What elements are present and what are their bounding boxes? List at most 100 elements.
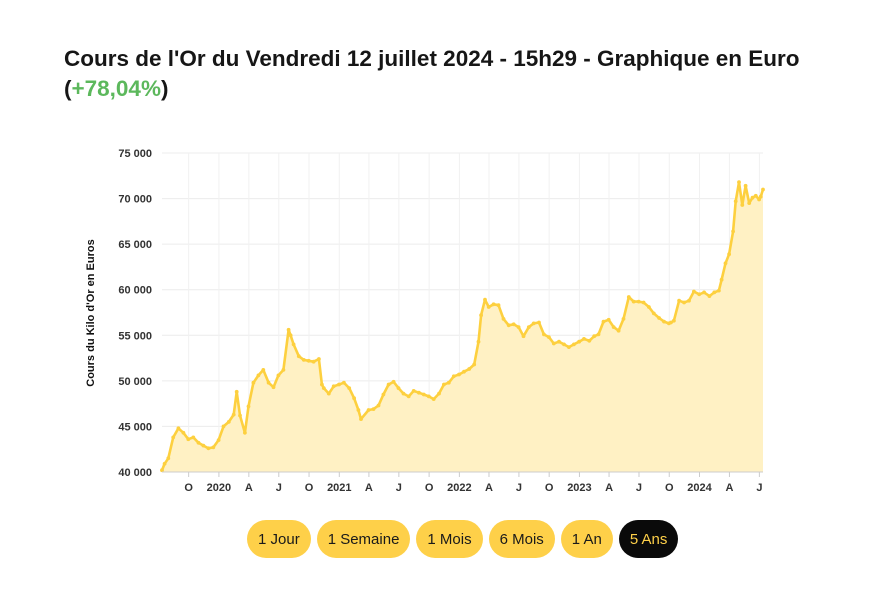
data-point xyxy=(160,468,164,473)
data-point xyxy=(386,382,391,387)
data-point xyxy=(476,339,481,344)
x-tick-label: J xyxy=(516,482,522,494)
data-point xyxy=(226,420,231,424)
data-point xyxy=(592,334,597,339)
data-point xyxy=(483,297,487,302)
data-point xyxy=(501,317,506,321)
data-point xyxy=(246,404,251,409)
data-point xyxy=(162,461,167,466)
data-point xyxy=(472,362,477,367)
data-point xyxy=(211,445,216,450)
range-1-day-button[interactable]: 1 Jour xyxy=(247,520,311,558)
data-point xyxy=(337,382,341,387)
data-point xyxy=(582,337,586,341)
data-point xyxy=(371,407,376,411)
x-tick-label: A xyxy=(365,482,373,494)
open-paren: ( xyxy=(64,76,72,101)
data-point xyxy=(531,321,536,326)
data-point xyxy=(326,391,331,396)
data-point xyxy=(451,374,456,379)
data-point xyxy=(196,440,201,445)
data-point xyxy=(171,435,176,440)
data-point xyxy=(753,193,758,198)
data-point xyxy=(320,382,324,387)
y-tick-label: 45 000 xyxy=(118,421,152,433)
data-point xyxy=(166,456,171,461)
data-point xyxy=(743,183,748,188)
data-point xyxy=(733,199,738,204)
data-point xyxy=(491,302,496,307)
x-tick-label: 2020 xyxy=(207,482,231,494)
data-point xyxy=(421,392,426,397)
data-point xyxy=(191,435,196,440)
data-point xyxy=(467,367,472,371)
data-point xyxy=(266,380,271,385)
data-point xyxy=(366,408,371,412)
data-point xyxy=(356,408,361,412)
range-5-years-button[interactable]: 5 Ans xyxy=(618,520,679,558)
data-point xyxy=(626,295,631,299)
data-point xyxy=(406,394,411,399)
data-point xyxy=(516,325,521,329)
x-tick-label: J xyxy=(756,482,762,494)
title-text: Cours de l'Or du Vendredi 12 juillet 202… xyxy=(64,46,800,71)
data-point xyxy=(596,332,601,337)
x-tick-label: O xyxy=(665,482,674,494)
data-point xyxy=(486,305,491,309)
range-1-year-button[interactable]: 1 An xyxy=(560,520,613,558)
data-point xyxy=(727,252,731,257)
range-6-months-button[interactable]: 6 Mois xyxy=(488,520,555,558)
x-tick-label: A xyxy=(245,482,253,494)
data-point xyxy=(286,327,291,332)
data-point xyxy=(758,194,763,199)
x-tick-label: A xyxy=(485,482,493,494)
data-point xyxy=(446,380,451,385)
data-point xyxy=(737,180,741,185)
data-point xyxy=(296,354,301,359)
range-1-month-button[interactable]: 1 Mois xyxy=(416,520,483,558)
x-tick-label: 2021 xyxy=(327,482,351,494)
data-point xyxy=(601,319,606,324)
range-1-week-button[interactable]: 1 Semaine xyxy=(316,520,411,558)
x-tick-label: A xyxy=(725,482,733,494)
data-point xyxy=(587,338,592,343)
data-point xyxy=(636,299,641,304)
data-point xyxy=(657,316,661,320)
data-point xyxy=(238,413,242,418)
data-point xyxy=(496,303,501,308)
data-point xyxy=(682,300,686,305)
data-point xyxy=(417,390,421,395)
data-point xyxy=(457,372,461,377)
y-tick-label: 60 000 xyxy=(118,285,152,297)
data-point xyxy=(352,396,356,401)
data-point xyxy=(647,305,651,309)
data-point xyxy=(702,290,706,295)
price-area xyxy=(160,180,765,472)
data-point xyxy=(181,430,186,435)
data-point xyxy=(437,391,441,396)
data-point xyxy=(347,386,352,390)
data-point xyxy=(506,323,511,328)
data-point xyxy=(717,288,721,293)
data-point xyxy=(731,229,735,234)
data-point xyxy=(672,318,676,323)
data-point xyxy=(342,380,346,385)
data-point xyxy=(557,339,561,344)
y-tick-label: 75 000 xyxy=(118,148,152,160)
y-tick-label: 40 000 xyxy=(118,467,152,479)
data-point xyxy=(411,389,416,393)
data-point xyxy=(669,320,673,325)
close-paren: ) xyxy=(160,76,169,101)
data-point xyxy=(221,424,226,429)
data-point xyxy=(611,325,616,329)
data-point xyxy=(697,292,702,297)
data-point xyxy=(662,319,666,324)
data-point xyxy=(381,392,386,397)
x-axis-ticks: O 2020 A J O 2021 A J O 2022 A J O 2023 A J O 2024 A J xyxy=(162,471,763,494)
x-tick-label: J xyxy=(396,482,402,494)
data-point xyxy=(281,368,286,372)
data-point xyxy=(723,261,728,266)
data-point xyxy=(186,437,191,442)
x-tick-label: J xyxy=(276,482,282,494)
